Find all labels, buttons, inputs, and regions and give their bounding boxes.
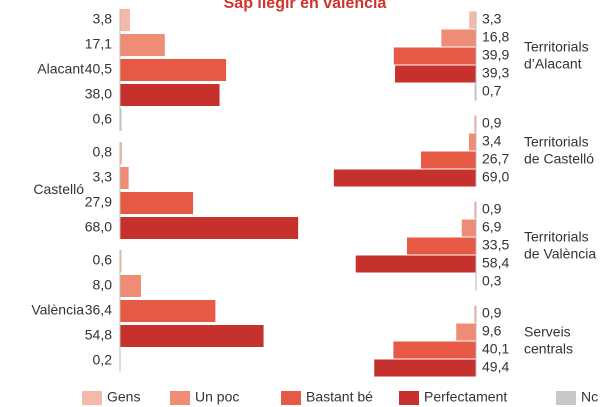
value-label: 40,1 — [482, 341, 509, 357]
category-label: València — [31, 302, 84, 318]
value-label: 39,3 — [482, 65, 509, 81]
legend-swatch — [399, 391, 419, 405]
value-label: 0,6 — [93, 111, 113, 127]
legend-label: Gens — [107, 389, 140, 405]
value-label: 3,3 — [482, 11, 502, 27]
bar — [120, 275, 141, 297]
value-label: 9,6 — [482, 323, 502, 339]
bar — [120, 300, 216, 322]
category-label: Territorials d’Alacant — [524, 38, 589, 71]
value-label: 3,4 — [482, 133, 502, 149]
bar — [120, 109, 122, 131]
value-label: 40,5 — [85, 61, 112, 77]
value-label: 58,4 — [482, 255, 509, 271]
value-label: 0,2 — [93, 352, 113, 368]
value-label: 3,8 — [93, 11, 113, 27]
value-label: 0,3 — [482, 273, 502, 289]
bar — [120, 142, 123, 164]
legend-label: Bastant bé — [306, 389, 373, 405]
bar — [333, 169, 476, 187]
value-label: 0,7 — [482, 83, 502, 99]
bar — [474, 201, 476, 219]
bar — [461, 219, 476, 237]
bar — [374, 359, 476, 377]
value-label: 38,0 — [85, 86, 112, 102]
legend-swatch — [82, 391, 102, 405]
bar — [355, 255, 476, 273]
bar — [395, 65, 476, 83]
bar — [120, 59, 227, 81]
bar — [474, 115, 476, 133]
bar — [120, 250, 122, 272]
category-label: Castelló — [33, 181, 84, 197]
category-label: Territorials de Castelló — [524, 133, 594, 166]
value-label: 68,0 — [85, 219, 112, 235]
value-label: 8,0 — [93, 277, 113, 293]
bar — [474, 83, 476, 101]
bar — [120, 325, 264, 347]
category-label: Serveis centrals — [524, 323, 573, 356]
value-label: 0,6 — [93, 252, 113, 268]
value-label: 49,4 — [482, 359, 509, 375]
value-label: 54,8 — [85, 327, 112, 343]
value-label: 16,8 — [482, 29, 509, 45]
legend-swatch — [556, 391, 576, 405]
bar — [441, 29, 476, 47]
value-label: 0,8 — [93, 144, 113, 160]
value-label: 39,9 — [482, 47, 509, 63]
legend-swatch — [281, 391, 301, 405]
value-label: 69,0 — [482, 169, 509, 185]
bar — [469, 11, 476, 29]
value-label: 17,1 — [85, 36, 112, 52]
bar — [120, 217, 299, 239]
value-label: 36,4 — [85, 302, 112, 318]
chart-title: Sap llegir en valencià — [224, 0, 387, 12]
bar — [393, 47, 476, 65]
bar — [420, 151, 476, 169]
legend-label: Nc — [581, 389, 598, 405]
bar — [406, 237, 476, 255]
legend-label: Un poc — [195, 389, 239, 405]
value-label: 0,9 — [482, 305, 502, 321]
legend-swatch — [170, 391, 190, 405]
value-label: 33,5 — [482, 237, 509, 253]
bar — [120, 9, 130, 31]
bar — [120, 192, 194, 214]
bar — [120, 167, 129, 189]
value-label: 0,9 — [482, 115, 502, 131]
legend-label: Perfectament — [424, 389, 507, 405]
bar — [120, 34, 165, 56]
bar — [393, 341, 476, 359]
value-label: 0,9 — [482, 201, 502, 217]
category-label: Alacant — [37, 61, 84, 77]
category-label: Territorials de València — [524, 228, 596, 261]
bar — [456, 323, 476, 341]
bar — [468, 133, 476, 151]
value-label: 3,3 — [93, 169, 113, 185]
value-label: 6,9 — [482, 219, 502, 235]
bar — [474, 305, 476, 323]
bar — [120, 84, 220, 106]
value-label: 26,7 — [482, 151, 509, 167]
value-label: 27,9 — [85, 194, 112, 210]
